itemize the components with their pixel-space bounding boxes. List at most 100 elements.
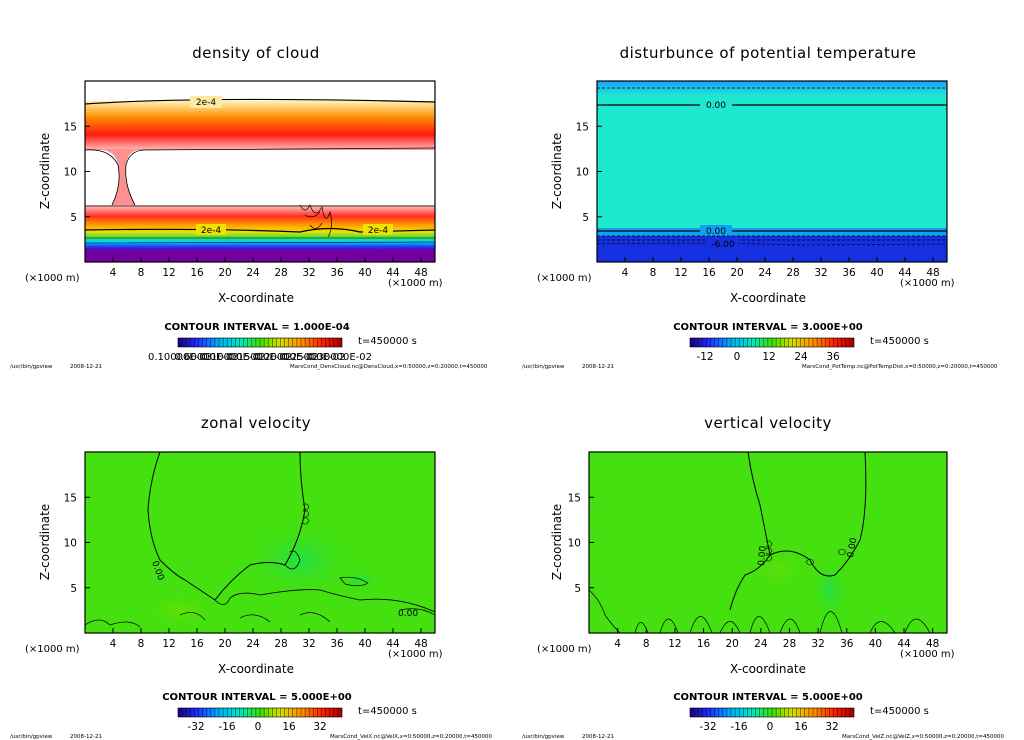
contour-interval: CONTOUR INTERVAL = 1.000E-04 bbox=[164, 322, 349, 333]
x-tick-label: 20 bbox=[218, 638, 231, 650]
colorbar-label: 0.30000E-02 bbox=[308, 352, 372, 363]
x-tick-label: 32 bbox=[811, 638, 824, 650]
colorbar-label: 24 bbox=[794, 351, 808, 363]
x-axis: 4 8 12 16 20 24 28 32 36 40 44 48 bbox=[622, 257, 940, 279]
colorbar-label: 0.10000E-03 bbox=[148, 352, 212, 363]
colorbar-label: 0.15000E-02 bbox=[228, 352, 292, 363]
panel-density-of-cloud: density of cloud 2e-4 2e-4 2e- bbox=[10, 44, 488, 370]
colorbar bbox=[689, 707, 855, 718]
contour-label: 0.00 bbox=[398, 609, 418, 619]
footer-date: 2008-12-21 bbox=[582, 364, 614, 370]
y-axis-label: Z-coordinate bbox=[550, 504, 564, 580]
footer-path: /usr/bin/gpview bbox=[10, 734, 53, 740]
x-tick-label: 4 bbox=[110, 267, 117, 279]
footer-file: MarsCond_VelX.nc@VelX,x=0:50000,z=0:2000… bbox=[330, 734, 493, 740]
y-tick-label: 10 bbox=[64, 538, 77, 550]
y-tick-label: 10 bbox=[568, 538, 581, 550]
contour-label: -6.00 bbox=[711, 240, 735, 250]
y-unit-label: (×1000 m) bbox=[537, 273, 592, 284]
colorbar-label: 0.10000E-02 bbox=[201, 352, 265, 363]
x-axis-label: X-coordinate bbox=[730, 291, 806, 305]
contour-label: 2e-4 bbox=[201, 226, 222, 236]
x-tick-label: 40 bbox=[870, 267, 883, 279]
contour-line bbox=[805, 548, 847, 566]
x-unit-label: (×1000 m) bbox=[900, 278, 955, 289]
plot-area: 2e-4 2e-4 2e-4 bbox=[84, 80, 436, 263]
colorbar-labels: -12 0 12 24 36 bbox=[696, 351, 840, 363]
x-tick-label: 12 bbox=[162, 267, 175, 279]
panel-title: density of cloud bbox=[192, 44, 320, 62]
x-tick-label: 4 bbox=[622, 267, 629, 279]
footer-date: 2008-12-21 bbox=[70, 364, 102, 370]
x-tick-label: 32 bbox=[302, 638, 315, 650]
y-unit-label: (×1000 m) bbox=[537, 644, 592, 655]
contour-line bbox=[284, 550, 301, 570]
colorbar-label: 32 bbox=[313, 721, 326, 733]
x-tick-label: 36 bbox=[840, 638, 854, 650]
colorbar-label: 0.25000E-02 bbox=[281, 352, 345, 363]
colorbar-label: -12 bbox=[696, 351, 713, 363]
time-label: t=450000 s bbox=[358, 706, 417, 717]
colorbar-label: -32 bbox=[699, 721, 716, 733]
colorbar-labels: -32 -16 0 16 32 bbox=[699, 721, 838, 733]
contour-label: 0.00 bbox=[706, 227, 726, 237]
y-axis-label: Z-coordinate bbox=[38, 133, 52, 209]
y-axis: 5 10 15 bbox=[64, 492, 90, 595]
colorbar bbox=[689, 337, 855, 348]
y-axis: 5 10 15 bbox=[64, 121, 90, 224]
x-tick-label: 8 bbox=[650, 267, 657, 279]
time-label: t=450000 s bbox=[870, 336, 929, 347]
x-tick-label: 48 bbox=[926, 638, 939, 650]
x-axis-label: X-coordinate bbox=[730, 662, 806, 676]
y-axis: 5 10 15 bbox=[568, 492, 594, 595]
y-tick-label: 15 bbox=[568, 492, 581, 504]
contour-line bbox=[84, 98, 436, 105]
x-tick-label: 44 bbox=[897, 638, 911, 650]
x-tick-label: 8 bbox=[643, 638, 650, 650]
y-unit-label: (×1000 m) bbox=[25, 644, 80, 655]
y-tick-label: 5 bbox=[582, 212, 589, 224]
colorbar-label: 0.20000E-02 bbox=[255, 352, 319, 363]
contour-label: 0.00 bbox=[757, 545, 769, 566]
x-unit-label: (×1000 m) bbox=[388, 278, 443, 289]
time-label: t=450000 s bbox=[358, 336, 417, 347]
x-tick-label: 36 bbox=[330, 638, 344, 650]
contour-line bbox=[765, 540, 773, 562]
x-tick-label: 8 bbox=[138, 267, 145, 279]
plot-area: 0.00 0.00 -6.00 bbox=[596, 80, 948, 263]
colorbar-label: 36 bbox=[826, 351, 840, 363]
x-tick-label: 48 bbox=[414, 267, 427, 279]
colorbar-label: 0 bbox=[255, 721, 262, 733]
x-tick-label: 20 bbox=[218, 267, 231, 279]
contour-line bbox=[84, 608, 436, 628]
x-axis: 4 8 12 16 20 24 28 32 36 40 44 48 bbox=[614, 628, 939, 650]
x-axis-label: X-coordinate bbox=[218, 662, 294, 676]
contour-label: 2e-4 bbox=[196, 98, 217, 108]
x-axis: 4 8 12 16 20 24 28 32 36 40 44 48 bbox=[110, 628, 428, 650]
y-axis: 5 10 15 bbox=[576, 121, 602, 224]
x-tick-label: 32 bbox=[302, 267, 315, 279]
x-unit-label: (×1000 m) bbox=[388, 649, 443, 660]
panel-vertical-velocity: vertical velocity 0.00 0.00 4 8 12 16 20 24 28… bbox=[522, 414, 1005, 740]
x-tick-label: 16 bbox=[702, 267, 716, 279]
y-axis-label: Z-coordinate bbox=[550, 133, 564, 209]
contour-label: 0.00 bbox=[706, 101, 726, 111]
x-tick-label: 32 bbox=[814, 267, 827, 279]
x-tick-label: 40 bbox=[358, 638, 371, 650]
x-tick-label: 36 bbox=[842, 267, 856, 279]
footer-file: MarsCond_PotTemp.nc@PotTempDist,x=0:5000… bbox=[802, 364, 998, 370]
y-axis-label: Z-coordinate bbox=[38, 504, 52, 580]
x-tick-label: 28 bbox=[783, 638, 796, 650]
panel-potential-temperature: disturbunce of potential temperature 0.0… bbox=[522, 44, 998, 370]
contour-line bbox=[84, 147, 436, 206]
time-label: t=450000 s bbox=[870, 706, 929, 717]
x-tick-label: 4 bbox=[110, 638, 117, 650]
x-tick-label: 48 bbox=[414, 638, 427, 650]
x-tick-label: 12 bbox=[674, 267, 687, 279]
colorbar-label: 0 bbox=[734, 351, 741, 363]
x-tick-label: 20 bbox=[726, 638, 739, 650]
y-tick-label: 15 bbox=[64, 492, 77, 504]
x-tick-label: 44 bbox=[386, 638, 400, 650]
footer-file: MarsCond_VelZ.nc@VelZ,x=0:50000,z=0:2000… bbox=[842, 734, 1005, 740]
